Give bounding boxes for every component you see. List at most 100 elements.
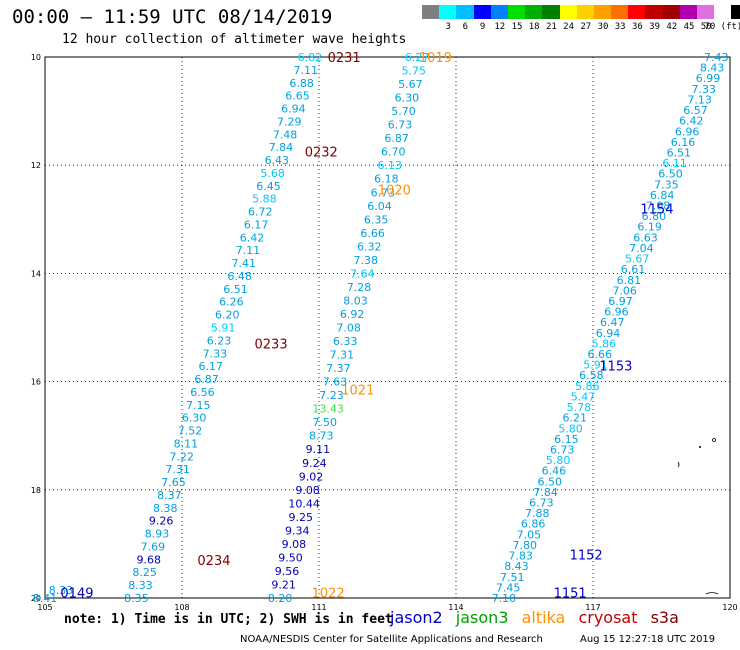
legend-label: 33 (614, 22, 626, 32)
swh-value: 5.80 (558, 422, 583, 435)
swh-value: 5.86 (592, 337, 617, 350)
pass-time-label: 1152 (570, 549, 603, 564)
swh-value: 6.66 (587, 348, 612, 361)
swh-value: 7.29 (277, 115, 302, 128)
swh-value: 7.80 (513, 539, 538, 552)
swh-value: 5.68 (260, 167, 285, 180)
swh-value: 6.82 (298, 51, 323, 64)
swh-value: 6.56 (190, 386, 215, 399)
swh-value: 7.13 (687, 93, 712, 106)
legend-swatch (593, 5, 612, 19)
pass-time-label: 0149 (60, 587, 93, 602)
legend-swatch (559, 5, 577, 19)
swh-value: 6.42 (679, 115, 704, 128)
swh-value: 7.31 (330, 349, 355, 362)
legend-label: 45 (683, 22, 695, 32)
swh-value: 6.87 (194, 373, 219, 386)
swh-value: 6.20 (215, 309, 240, 322)
swh-value: 6.48 (227, 270, 252, 283)
swh-value: 6.04 (367, 200, 392, 213)
swh-value: 5.86 (575, 380, 600, 393)
legend-label: 9 (479, 22, 486, 32)
sat-altika: altika (521, 608, 566, 627)
sat-jason2: jason2 (390, 608, 443, 627)
swh-value: 7.64 (350, 267, 375, 280)
swh-value: 7.10 (492, 592, 517, 605)
swh-value: 6.26 (219, 296, 244, 309)
swh-value: 7.15 (186, 399, 211, 412)
swh-value: 6.94 (281, 103, 306, 116)
legend-labels: 3 6 9 12 15 18 21 24 27 30 33 36 39 42 45 50 70 (ft) (422, 22, 740, 34)
swh-value: 6.92 (340, 308, 365, 321)
island (699, 446, 701, 448)
legend-swatch (490, 5, 508, 19)
swh-value: 6.66 (360, 227, 385, 240)
legend-swatch (628, 5, 646, 19)
pass-time-labels: 0231 0232 0233 0234 1019 1020 1021 1022 1154 1153… (60, 51, 673, 602)
swh-value: 9.26 (149, 515, 174, 528)
credit-line: NOAA/NESDIS Center for Satellite Applica… (240, 634, 543, 645)
swh-value: 6.81 (617, 274, 642, 287)
swh-value: 7.83 (508, 550, 533, 563)
legend-label: 50 (700, 22, 712, 32)
swh-value: 6.61 (621, 263, 646, 276)
swh-value: 6.30 (395, 92, 420, 105)
swh-value: 7.06 (612, 284, 637, 297)
legend-label: 27 (580, 22, 592, 32)
legend-swatch (611, 5, 629, 19)
legend-label: 39 (649, 22, 661, 32)
swh-value: 7.08 (336, 322, 361, 335)
swh-value: 5.80 (546, 454, 571, 467)
map-ticks: 105 108 111 114 117 120 10 12 14 16 18 20 (31, 53, 738, 612)
swh-value: 9.11 (306, 443, 331, 456)
pass-time-label: 1022 (312, 587, 345, 602)
swh-value: 5.78 (567, 401, 592, 414)
swh-value: 6.18 (374, 173, 399, 186)
swh-value: 6.73 (529, 497, 554, 510)
swh-value: 9.02 (299, 470, 324, 483)
map-title: 00:00 – 11:59 UTC 08/14/2019 (12, 6, 333, 28)
swh-value: 6.73 (550, 443, 575, 456)
swh-value: 6.33 (333, 335, 358, 348)
swh-value: 7.41 (232, 257, 257, 270)
swh-value: 7.11 (293, 64, 318, 77)
swh-value: 6.63 (633, 231, 658, 244)
swh-value: 6.99 (696, 72, 721, 85)
swh-value: 6.88 (289, 77, 314, 90)
swh-value: 8.43 (700, 62, 725, 75)
x-tick-label: 114 (448, 603, 463, 612)
swh-value: 5.75 (402, 65, 427, 78)
swh-value: 7.38 (354, 254, 379, 267)
map-subtitle: 12 hour collection of altimeter wave hei… (62, 32, 407, 47)
swh-value: 6.42 (240, 231, 265, 244)
pass-time-label: 0234 (197, 554, 230, 569)
legend-label: 36 (631, 22, 643, 32)
swh-value: 6.97 (608, 295, 633, 308)
legend-label: 42 (666, 22, 678, 32)
legend-swatch (662, 5, 680, 19)
swh-value: 7.35 (654, 178, 679, 191)
legend-swatch (422, 5, 440, 19)
swh-value: 8.25 (132, 566, 157, 579)
swh-value: 7.84 (533, 486, 558, 499)
swh-value: 5.91 (211, 322, 236, 335)
y-tick-label: 12 (31, 161, 41, 170)
legend-label: 6 (462, 22, 469, 32)
legend-swatch (697, 5, 715, 19)
swh-value: 6.46 (542, 465, 567, 478)
satellite-legend: jason2 jason3 altika cryosat s3a (390, 608, 687, 627)
swh-value: 6.47 (600, 316, 625, 329)
swh-value: 7.08 (646, 200, 671, 213)
x-tick-label: 117 (585, 603, 600, 612)
swh-value: 7.51 (500, 571, 525, 584)
legend-label: 12 (494, 22, 506, 32)
swh-value: 6.45 (256, 180, 281, 193)
swh-value: 8.33 (128, 579, 153, 592)
sat-cryosat: cryosat (578, 608, 638, 627)
swh-value: 8.38 (153, 502, 178, 515)
x-tick-label: 120 (722, 603, 737, 612)
swh-value: 8.11 (174, 437, 199, 450)
footer-note: note: 1) Time is in UTC; 2) SWH is in fe… (64, 612, 393, 627)
swh-value: 7.11 (236, 244, 261, 257)
swh-value: 7.31 (165, 463, 190, 476)
